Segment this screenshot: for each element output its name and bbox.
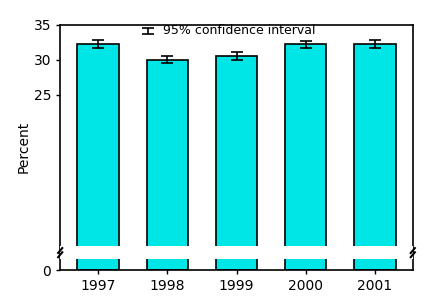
- Y-axis label: Percent: Percent: [17, 121, 31, 173]
- Bar: [354, 44, 396, 270]
- Text: 95% confidence interval: 95% confidence interval: [163, 24, 316, 37]
- Bar: [77, 44, 119, 270]
- Bar: [147, 60, 188, 270]
- Bar: [60, 246, 413, 259]
- Bar: [216, 56, 257, 270]
- Bar: [285, 44, 326, 270]
